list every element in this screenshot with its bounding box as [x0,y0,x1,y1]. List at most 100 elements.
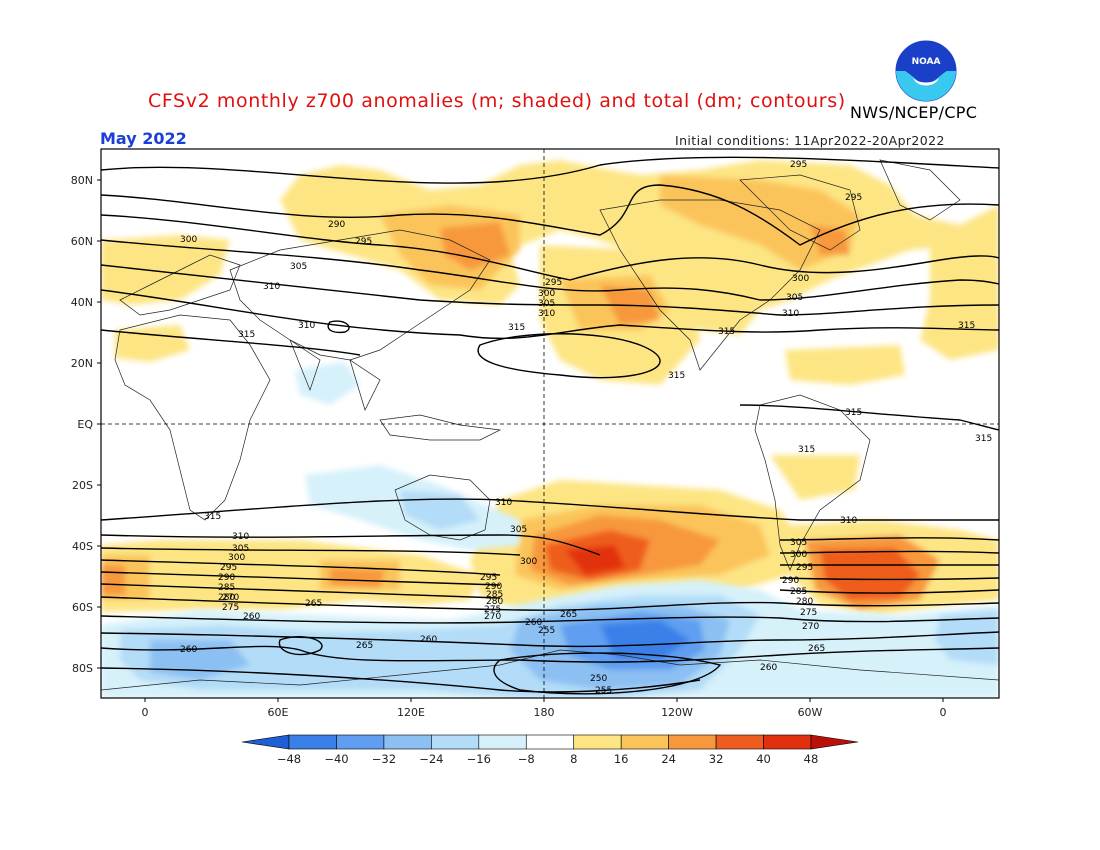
contour-label: 305 [538,299,555,309]
lat-label: 20S [72,479,93,492]
contour-label: 255 [538,626,555,636]
contour-label: 290 [218,573,235,583]
contour-label: 315 [718,327,735,337]
logo-text: NOAA [912,57,941,67]
contour-labels: 295 290 295 300 305 310 310 315 295 300 … [180,160,992,696]
contour-label: 315 [508,323,525,333]
contour-label: 270 [222,593,239,603]
contour-label: 290 [328,220,345,230]
coastlines [101,159,999,691]
colorbar-tick-label: −16 [467,752,491,766]
contour-label: 260 [243,612,260,622]
lon-label: 0 [142,706,149,719]
lon-label: 180 [534,706,555,719]
colorbar-cell [383,734,432,750]
colorbar-cell [573,734,622,750]
lat-label: 40N [71,296,93,309]
contour-label: 285 [218,583,235,593]
colorbar-tick-label: 48 [804,752,819,766]
contour-label: 305 [290,262,307,272]
contour-label: 295 [845,193,862,203]
contour-label: 280 [796,597,813,607]
colorbar-tick-label: −40 [324,752,348,766]
colorbar: −48 −40 −32 −24 −16 −8 8 16 24 32 40 48 [241,734,859,766]
lat-label: 60S [72,601,93,614]
contour-label: 315 [845,408,862,418]
contour-label: 300 [790,550,807,560]
contour-label: 300 [792,274,809,284]
colorbar-tick-label: −32 [372,752,396,766]
contour-label: 305 [790,538,807,548]
contour-label: 315 [238,330,255,340]
contour-label: 315 [204,512,221,522]
contour-label: 300 [520,557,537,567]
contour-label: 310 [263,282,280,292]
contour-label: 295 [355,237,372,247]
contour-label: 315 [975,434,992,444]
colorbar-cell [336,734,385,750]
contour-label: 300 [180,235,197,245]
contour-label: 285 [790,587,807,597]
contour-label: 275 [222,603,239,613]
contour-label: 305 [232,544,249,554]
colorbar-tick-label: 32 [709,752,724,766]
colorbar-cell [620,734,669,750]
colorbar-cell [241,734,290,750]
contour-label: 305 [786,293,803,303]
colorbar-cell [288,734,337,750]
colorbar-tick-label: 16 [614,752,629,766]
figure-title: CFSv2 monthly z700 anomalies (m; shaded)… [148,90,846,112]
colorbar-tick-label: −48 [277,752,301,766]
lat-label: 20N [71,357,93,370]
forecast-month: May 2022 [100,129,187,148]
contour-label: 315 [958,321,975,331]
contour-label: 295 [545,278,562,288]
longitude-axis: 0 60E 120E 180 120W 60W 0 [142,698,947,719]
contour-label: 295 [220,563,237,573]
contour-label: 260 [525,618,542,628]
colorbar-cell [810,734,859,750]
contour-label: 290 [485,582,502,592]
noaa-logo: NOAA [895,40,957,102]
colorbar-cell [715,734,764,750]
contour-label: 260 [420,635,437,645]
height-contours [101,156,999,695]
contour-label: 265 [305,599,322,609]
lat-label: 80N [71,174,93,187]
contour-label: 300 [228,553,245,563]
colorbar-tick-label: 8 [570,752,577,766]
contour-label: 305 [510,525,527,535]
lat-label: 60N [71,235,93,248]
contour-label: 270 [802,622,819,632]
lat-label: 40S [72,540,93,553]
colorbar-tick-label: −24 [419,752,443,766]
contour-label: 285 [486,590,503,600]
agency-label: NWS/NCEP/CPC [850,103,978,122]
contour-label: 315 [798,445,815,455]
lon-label: 120W [661,706,693,719]
colorbar-tick-label: −8 [518,752,535,766]
contour-label: 280 [486,597,503,607]
contour-label: 310 [495,498,512,508]
contour-label: 295 [790,160,807,170]
contour-label: 295 [480,573,497,583]
latitude-axis: 80N 60N 40N 20N EQ 20S 40S 60S 80S [71,174,101,675]
lon-label: 0 [940,706,947,719]
colorbar-cell [763,734,812,750]
lat-label: EQ [77,418,93,431]
lon-label: 120E [397,706,425,719]
contour-label: 265 [356,641,373,651]
colorbar-cell [525,734,575,750]
initial-conditions: Initial conditions: 11Apr2022-20Apr2022 [675,133,945,148]
contour-label: 265 [560,610,577,620]
contour-label: 250 [590,674,607,684]
colorbar-cell [478,734,527,750]
negative-anomaly-shading [101,362,999,698]
contour-label: 265 [808,644,825,654]
contour-label: 310 [840,516,857,526]
contour-label: 310 [298,321,315,331]
lon-label: 60E [268,706,289,719]
colorbar-cell [668,734,717,750]
contour-label: 255 [595,686,612,696]
